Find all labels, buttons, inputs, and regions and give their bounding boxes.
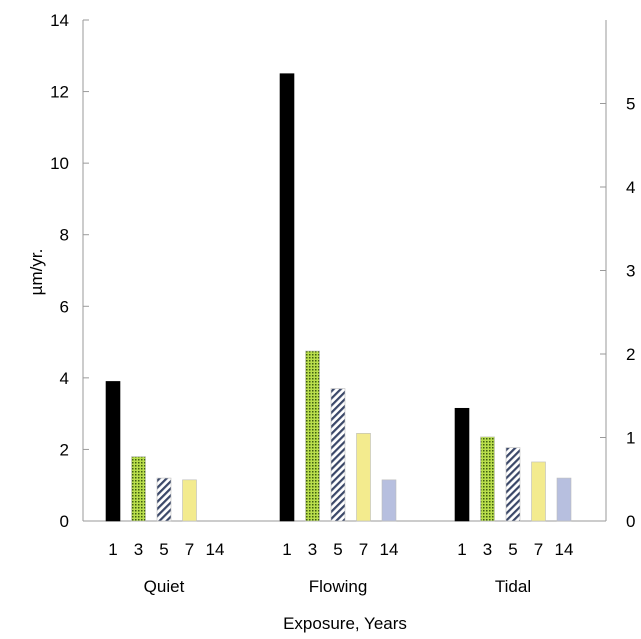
y-tick-label: 2 bbox=[60, 440, 69, 459]
group-label-flowing: Flowing bbox=[309, 577, 368, 596]
bar-tidal-14 bbox=[556, 477, 572, 522]
x-tick-labels: 1 3 5 7 14 1 3 5 7 14 1 3 5 7 14 bbox=[108, 540, 573, 559]
y2-tick-label: 2 bbox=[626, 345, 635, 364]
x-tick-label: 14 bbox=[555, 540, 574, 559]
y-tick-label: 12 bbox=[50, 83, 69, 102]
group-label-quiet: Quiet bbox=[144, 577, 185, 596]
x-tick-label: 5 bbox=[333, 540, 342, 559]
x-tick-label: 5 bbox=[508, 540, 517, 559]
bar-flowing-3 bbox=[305, 350, 320, 522]
y-tick-label: 0 bbox=[60, 512, 69, 531]
left-y-ticks: 0 2 4 6 8 10 12 14 bbox=[50, 11, 89, 531]
x-tick-label: 3 bbox=[134, 540, 143, 559]
y-axis-title: µm/yr. bbox=[27, 249, 46, 296]
y-tick-label: 6 bbox=[60, 297, 69, 316]
x-axis-title: Exposure, Years bbox=[283, 614, 407, 633]
right-y-ticks: 0 1 2 3 4 5 bbox=[600, 95, 635, 531]
group-label-tidal: Tidal bbox=[495, 577, 531, 596]
x-tick-label: 3 bbox=[483, 540, 492, 559]
bars bbox=[105, 73, 572, 522]
bar-flowing-7 bbox=[356, 433, 371, 522]
bar-flowing-1 bbox=[279, 73, 295, 522]
x-tick-label: 1 bbox=[282, 540, 291, 559]
x-tick-label: 7 bbox=[534, 540, 543, 559]
y2-tick-label: 4 bbox=[626, 178, 635, 197]
x-tick-label: 1 bbox=[108, 540, 117, 559]
y2-tick-label: 1 bbox=[626, 429, 635, 448]
y-tick-label: 14 bbox=[50, 11, 69, 30]
y2-tick-label: 0 bbox=[626, 512, 635, 531]
y-tick-label: 8 bbox=[60, 226, 69, 245]
bar-quiet-7 bbox=[182, 479, 197, 522]
y-tick-label: 4 bbox=[60, 369, 69, 388]
bar-quiet-3 bbox=[131, 456, 146, 522]
y-tick-label: 10 bbox=[50, 154, 69, 173]
bar-tidal-3 bbox=[480, 436, 495, 522]
bar-quiet-1 bbox=[105, 381, 121, 522]
bar-tidal-7 bbox=[531, 461, 546, 522]
bar-quiet-5 bbox=[156, 477, 172, 522]
bar-flowing-5 bbox=[330, 388, 346, 522]
bar-flowing-14 bbox=[381, 479, 397, 522]
bar-tidal-5 bbox=[505, 447, 521, 522]
x-tick-label: 7 bbox=[185, 540, 194, 559]
x-tick-label: 14 bbox=[206, 540, 225, 559]
bar-tidal-1 bbox=[454, 407, 470, 522]
x-tick-label: 3 bbox=[308, 540, 317, 559]
x-tick-label: 5 bbox=[159, 540, 168, 559]
x-tick-label: 1 bbox=[457, 540, 466, 559]
y2-tick-label: 3 bbox=[626, 262, 635, 281]
group-labels: Quiet Flowing Tidal bbox=[144, 577, 531, 596]
y2-tick-label: 5 bbox=[626, 95, 635, 114]
x-tick-label: 14 bbox=[380, 540, 399, 559]
x-tick-label: 7 bbox=[359, 540, 368, 559]
